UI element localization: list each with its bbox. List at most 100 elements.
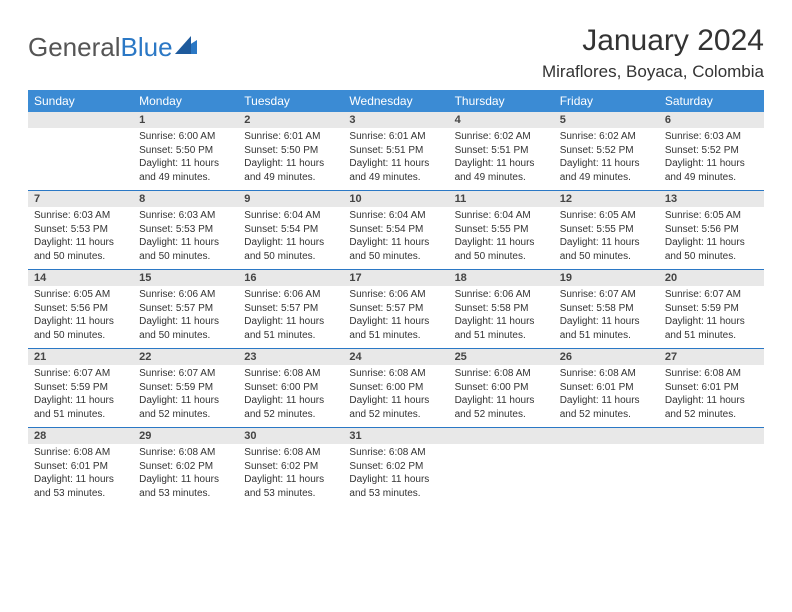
day-cell: 15Sunrise: 6:06 AMSunset: 5:57 PMDayligh… [133, 270, 238, 349]
sunrise-text: Sunrise: 6:06 AM [455, 288, 548, 302]
day-number: 3 [343, 112, 448, 128]
sunrise-text: Sunrise: 6:08 AM [244, 367, 337, 381]
sunset-text: Sunset: 5:59 PM [139, 381, 232, 395]
daylight-text: Daylight: 11 hours and 50 minutes. [244, 236, 337, 263]
day-number: 21 [28, 349, 133, 365]
sunset-text: Sunset: 5:58 PM [560, 302, 653, 316]
sunset-text: Sunset: 5:51 PM [349, 144, 442, 158]
sunset-text: Sunset: 5:55 PM [560, 223, 653, 237]
sunset-text: Sunset: 5:59 PM [34, 381, 127, 395]
sunset-text: Sunset: 6:01 PM [665, 381, 758, 395]
day-header-friday: Friday [554, 90, 659, 112]
page-header: GeneralBlue January 2024 Miraflores, Boy… [28, 24, 764, 82]
day-number: 1 [133, 112, 238, 128]
daylight-text: Daylight: 11 hours and 53 minutes. [349, 473, 442, 500]
day-content: Sunrise: 6:08 AMSunset: 6:02 PMDaylight:… [343, 444, 448, 506]
day-cell: 6Sunrise: 6:03 AMSunset: 5:52 PMDaylight… [659, 112, 764, 191]
day-content: Sunrise: 6:06 AMSunset: 5:57 PMDaylight:… [133, 286, 238, 348]
sunset-text: Sunset: 5:51 PM [455, 144, 548, 158]
day-number: 27 [659, 349, 764, 365]
day-number: 14 [28, 270, 133, 286]
day-content: Sunrise: 6:00 AMSunset: 5:50 PMDaylight:… [133, 128, 238, 190]
day-number: 2 [238, 112, 343, 128]
day-cell: 22Sunrise: 6:07 AMSunset: 5:59 PMDayligh… [133, 349, 238, 428]
day-number: 28 [28, 428, 133, 444]
daylight-text: Daylight: 11 hours and 53 minutes. [34, 473, 127, 500]
daylight-text: Daylight: 11 hours and 52 minutes. [244, 394, 337, 421]
day-cell: 17Sunrise: 6:06 AMSunset: 5:57 PMDayligh… [343, 270, 448, 349]
daylight-text: Daylight: 11 hours and 53 minutes. [244, 473, 337, 500]
day-cell: 28Sunrise: 6:08 AMSunset: 6:01 PMDayligh… [28, 428, 133, 507]
location-subtitle: Miraflores, Boyaca, Colombia [542, 62, 764, 82]
daylight-text: Daylight: 11 hours and 51 minutes. [560, 315, 653, 342]
sunset-text: Sunset: 5:57 PM [139, 302, 232, 316]
day-number: 12 [554, 191, 659, 207]
day-content: Sunrise: 6:03 AMSunset: 5:53 PMDaylight:… [28, 207, 133, 269]
day-header-wednesday: Wednesday [343, 90, 448, 112]
daylight-text: Daylight: 11 hours and 51 minutes. [455, 315, 548, 342]
day-content: Sunrise: 6:08 AMSunset: 6:01 PMDaylight:… [659, 365, 764, 427]
day-cell: 18Sunrise: 6:06 AMSunset: 5:58 PMDayligh… [449, 270, 554, 349]
day-cell: 9Sunrise: 6:04 AMSunset: 5:54 PMDaylight… [238, 191, 343, 270]
day-number: 19 [554, 270, 659, 286]
day-cell: 27Sunrise: 6:08 AMSunset: 6:01 PMDayligh… [659, 349, 764, 428]
day-content: Sunrise: 6:01 AMSunset: 5:51 PMDaylight:… [343, 128, 448, 190]
daylight-text: Daylight: 11 hours and 53 minutes. [139, 473, 232, 500]
daylight-text: Daylight: 11 hours and 51 minutes. [34, 394, 127, 421]
day-cell: 5Sunrise: 6:02 AMSunset: 5:52 PMDaylight… [554, 112, 659, 191]
sunset-text: Sunset: 5:58 PM [455, 302, 548, 316]
day-cell: 1Sunrise: 6:00 AMSunset: 5:50 PMDaylight… [133, 112, 238, 191]
sunrise-text: Sunrise: 6:03 AM [665, 130, 758, 144]
daylight-text: Daylight: 11 hours and 51 minutes. [244, 315, 337, 342]
day-cell: 21Sunrise: 6:07 AMSunset: 5:59 PMDayligh… [28, 349, 133, 428]
day-content: Sunrise: 6:03 AMSunset: 5:52 PMDaylight:… [659, 128, 764, 190]
day-content: Sunrise: 6:01 AMSunset: 5:50 PMDaylight:… [238, 128, 343, 190]
sunrise-text: Sunrise: 6:08 AM [244, 446, 337, 460]
daylight-text: Daylight: 11 hours and 49 minutes. [560, 157, 653, 184]
day-cell: 8Sunrise: 6:03 AMSunset: 5:53 PMDaylight… [133, 191, 238, 270]
day-content [554, 444, 659, 500]
day-cell: 26Sunrise: 6:08 AMSunset: 6:01 PMDayligh… [554, 349, 659, 428]
daylight-text: Daylight: 11 hours and 49 minutes. [349, 157, 442, 184]
day-content: Sunrise: 6:05 AMSunset: 5:56 PMDaylight:… [659, 207, 764, 269]
day-content: Sunrise: 6:08 AMSunset: 6:02 PMDaylight:… [133, 444, 238, 506]
day-cell: 23Sunrise: 6:08 AMSunset: 6:00 PMDayligh… [238, 349, 343, 428]
daylight-text: Daylight: 11 hours and 49 minutes. [139, 157, 232, 184]
sunset-text: Sunset: 5:50 PM [244, 144, 337, 158]
day-header-monday: Monday [133, 90, 238, 112]
sunset-text: Sunset: 5:55 PM [455, 223, 548, 237]
sunset-text: Sunset: 5:52 PM [560, 144, 653, 158]
sunset-text: Sunset: 6:02 PM [244, 460, 337, 474]
sunrise-text: Sunrise: 6:07 AM [665, 288, 758, 302]
day-content: Sunrise: 6:08 AMSunset: 6:01 PMDaylight:… [554, 365, 659, 427]
brand-triangle-icon [175, 36, 197, 59]
sunrise-text: Sunrise: 6:06 AM [139, 288, 232, 302]
week-numbers-row: 1Sunrise: 6:00 AMSunset: 5:50 PMDaylight… [28, 112, 764, 191]
week-numbers-row: 7Sunrise: 6:03 AMSunset: 5:53 PMDaylight… [28, 191, 764, 270]
day-content: Sunrise: 6:08 AMSunset: 6:00 PMDaylight:… [238, 365, 343, 427]
daylight-text: Daylight: 11 hours and 49 minutes. [244, 157, 337, 184]
sunset-text: Sunset: 6:00 PM [455, 381, 548, 395]
brand-name-part1: General [28, 32, 121, 63]
sunset-text: Sunset: 5:59 PM [665, 302, 758, 316]
daylight-text: Daylight: 11 hours and 50 minutes. [560, 236, 653, 263]
sunset-text: Sunset: 6:00 PM [244, 381, 337, 395]
day-cell: 25Sunrise: 6:08 AMSunset: 6:00 PMDayligh… [449, 349, 554, 428]
day-number: 8 [133, 191, 238, 207]
sunset-text: Sunset: 5:50 PM [139, 144, 232, 158]
day-number: 25 [449, 349, 554, 365]
calendar-body: 1Sunrise: 6:00 AMSunset: 5:50 PMDaylight… [28, 112, 764, 506]
sunrise-text: Sunrise: 6:05 AM [34, 288, 127, 302]
day-cell [449, 428, 554, 507]
daylight-text: Daylight: 11 hours and 50 minutes. [34, 236, 127, 263]
day-content: Sunrise: 6:03 AMSunset: 5:53 PMDaylight:… [133, 207, 238, 269]
sunset-text: Sunset: 6:02 PM [349, 460, 442, 474]
sunrise-text: Sunrise: 6:08 AM [665, 367, 758, 381]
sunset-text: Sunset: 5:57 PM [349, 302, 442, 316]
day-number: 26 [554, 349, 659, 365]
day-content: Sunrise: 6:08 AMSunset: 6:00 PMDaylight:… [343, 365, 448, 427]
title-block: January 2024 Miraflores, Boyaca, Colombi… [542, 24, 764, 82]
sunrise-text: Sunrise: 6:01 AM [349, 130, 442, 144]
day-content: Sunrise: 6:08 AMSunset: 6:01 PMDaylight:… [28, 444, 133, 506]
day-header-sunday: Sunday [28, 90, 133, 112]
